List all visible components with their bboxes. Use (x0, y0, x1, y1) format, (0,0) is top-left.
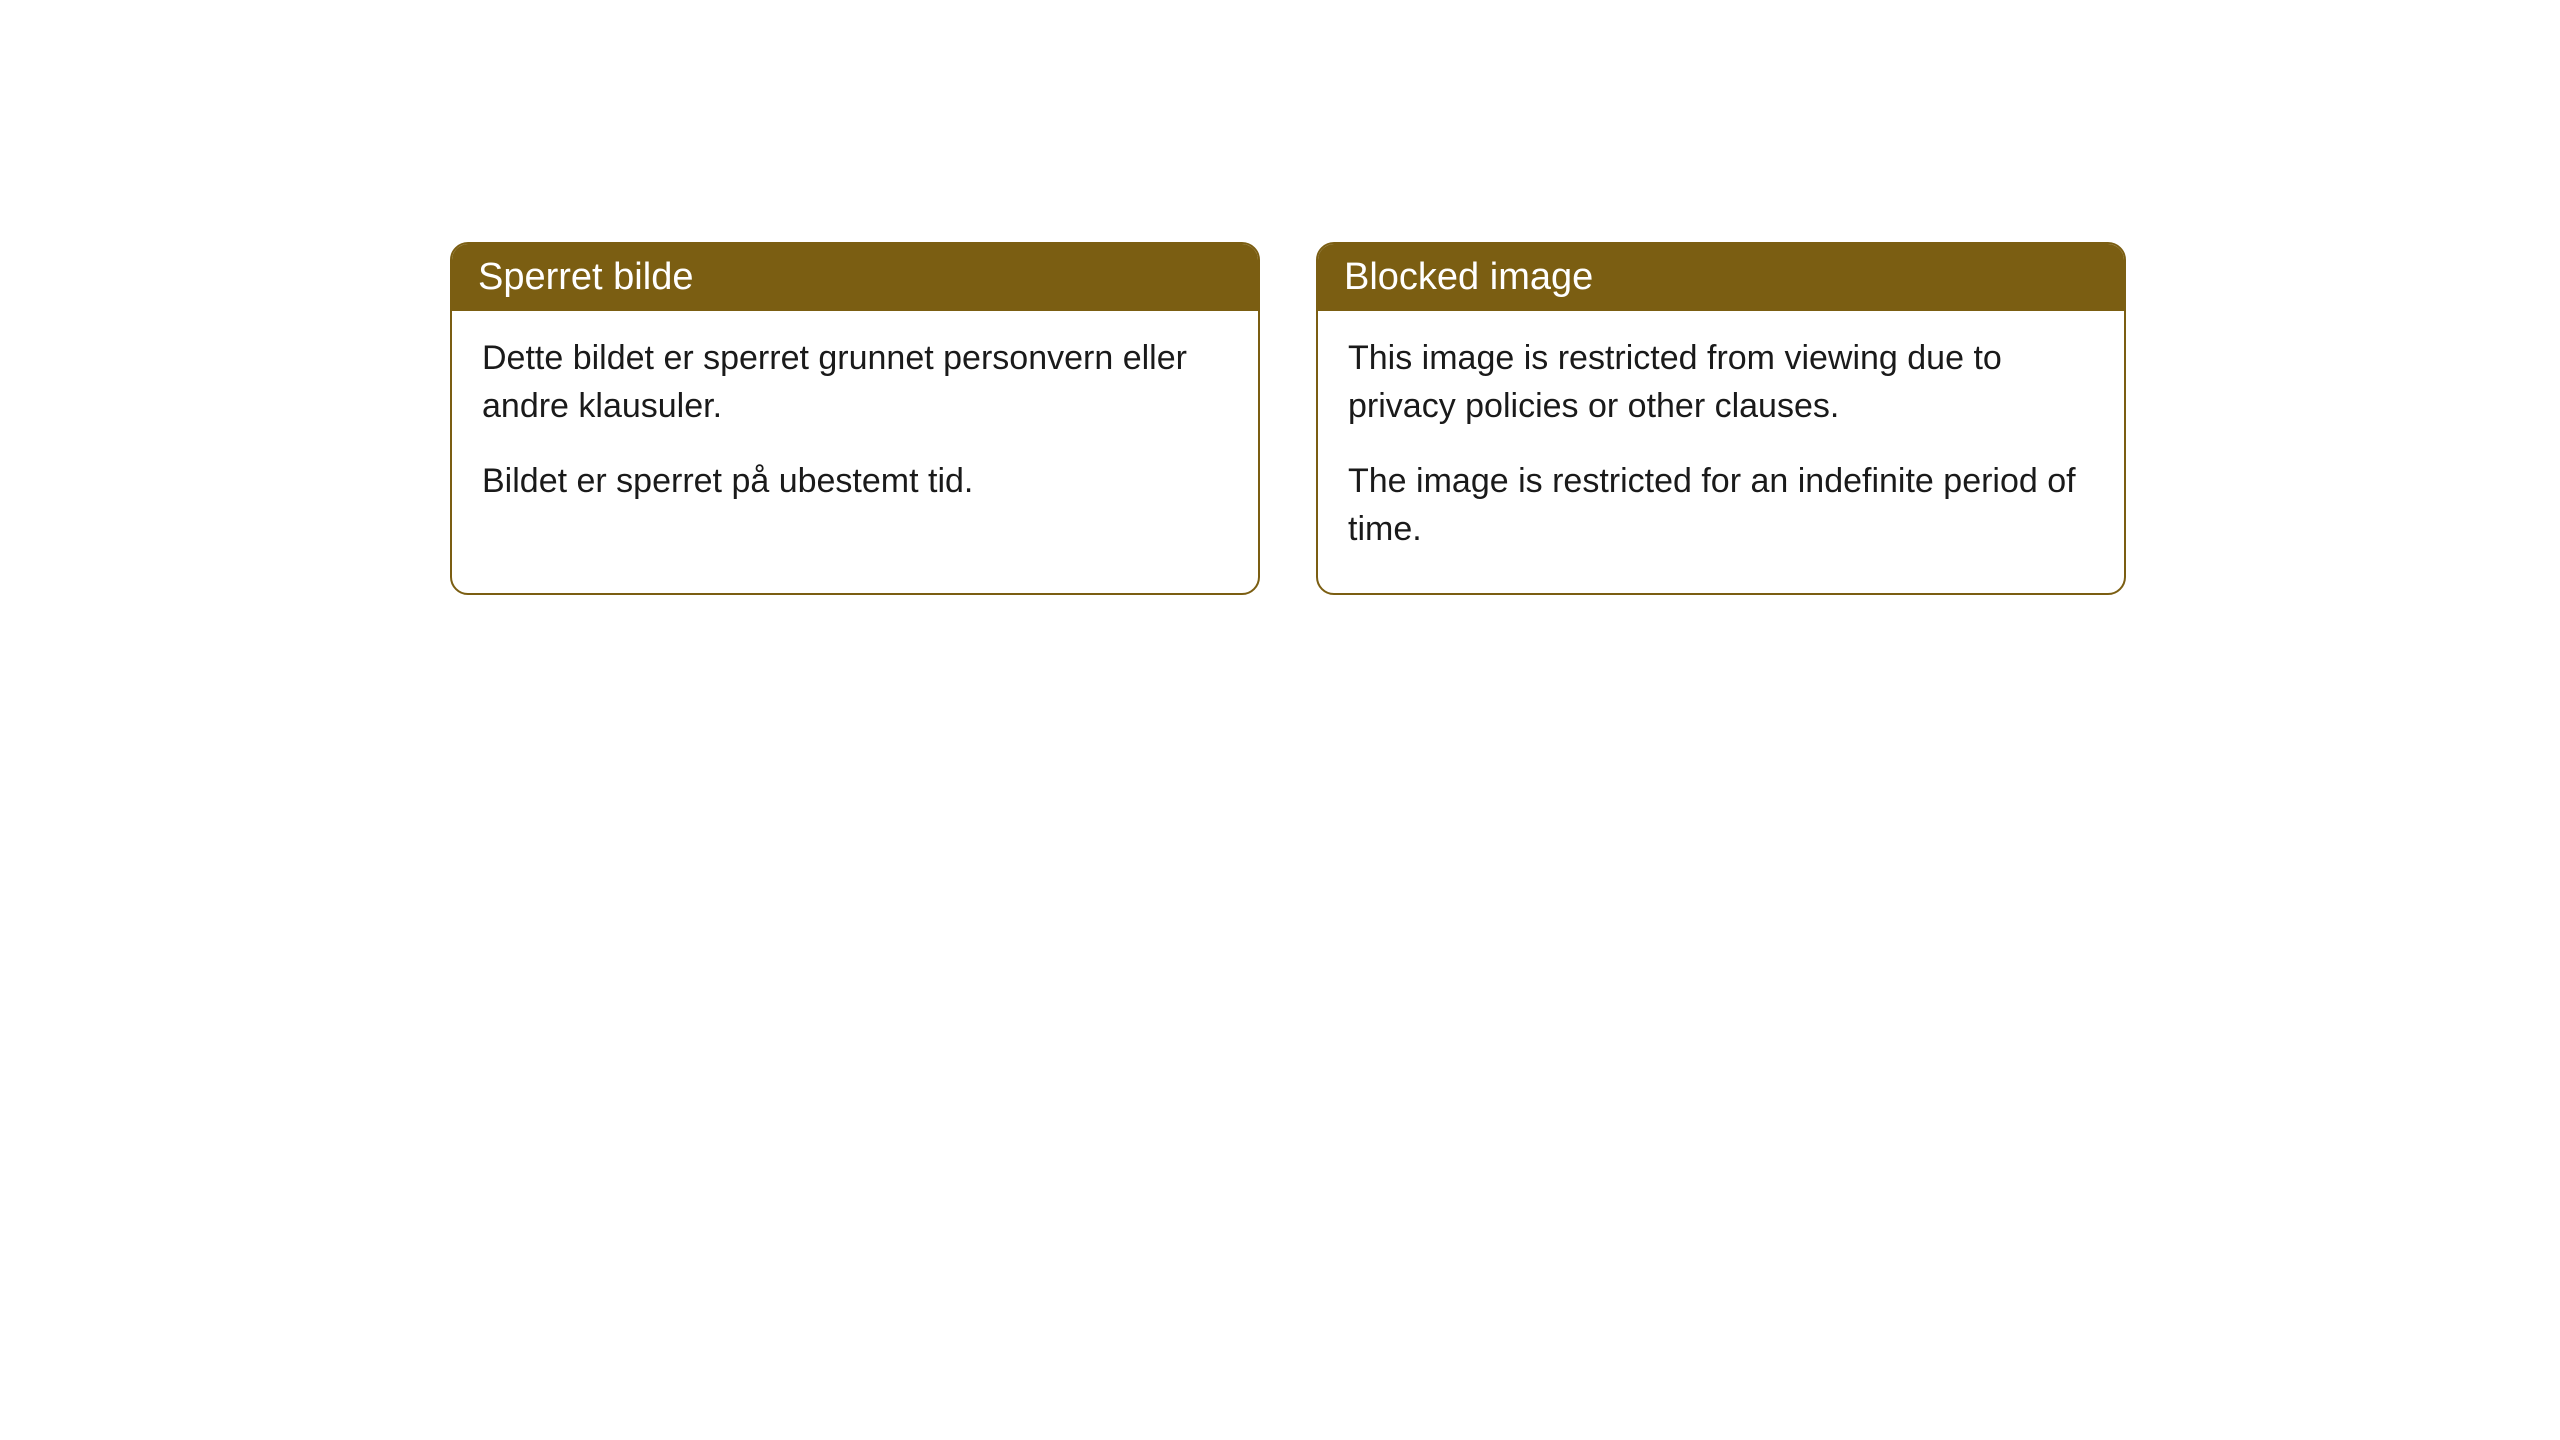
card-body-norwegian: Dette bildet er sperret grunnet personve… (452, 311, 1258, 546)
card-paragraph-1-norwegian: Dette bildet er sperret grunnet personve… (482, 335, 1228, 430)
card-header-norwegian: Sperret bilde (452, 244, 1258, 311)
blocked-image-card-english: Blocked image This image is restricted f… (1316, 242, 2126, 595)
card-header-english: Blocked image (1318, 244, 2124, 311)
blocked-image-card-norwegian: Sperret bilde Dette bildet er sperret gr… (450, 242, 1260, 595)
card-paragraph-2-norwegian: Bildet er sperret på ubestemt tid. (482, 458, 1228, 506)
card-paragraph-1-english: This image is restricted from viewing du… (1348, 335, 2094, 430)
card-title-norwegian: Sperret bilde (478, 256, 693, 298)
card-body-english: This image is restricted from viewing du… (1318, 311, 2124, 593)
cards-container: Sperret bilde Dette bildet er sperret gr… (450, 242, 2126, 595)
card-paragraph-2-english: The image is restricted for an indefinit… (1348, 458, 2094, 553)
card-title-english: Blocked image (1344, 256, 1593, 298)
